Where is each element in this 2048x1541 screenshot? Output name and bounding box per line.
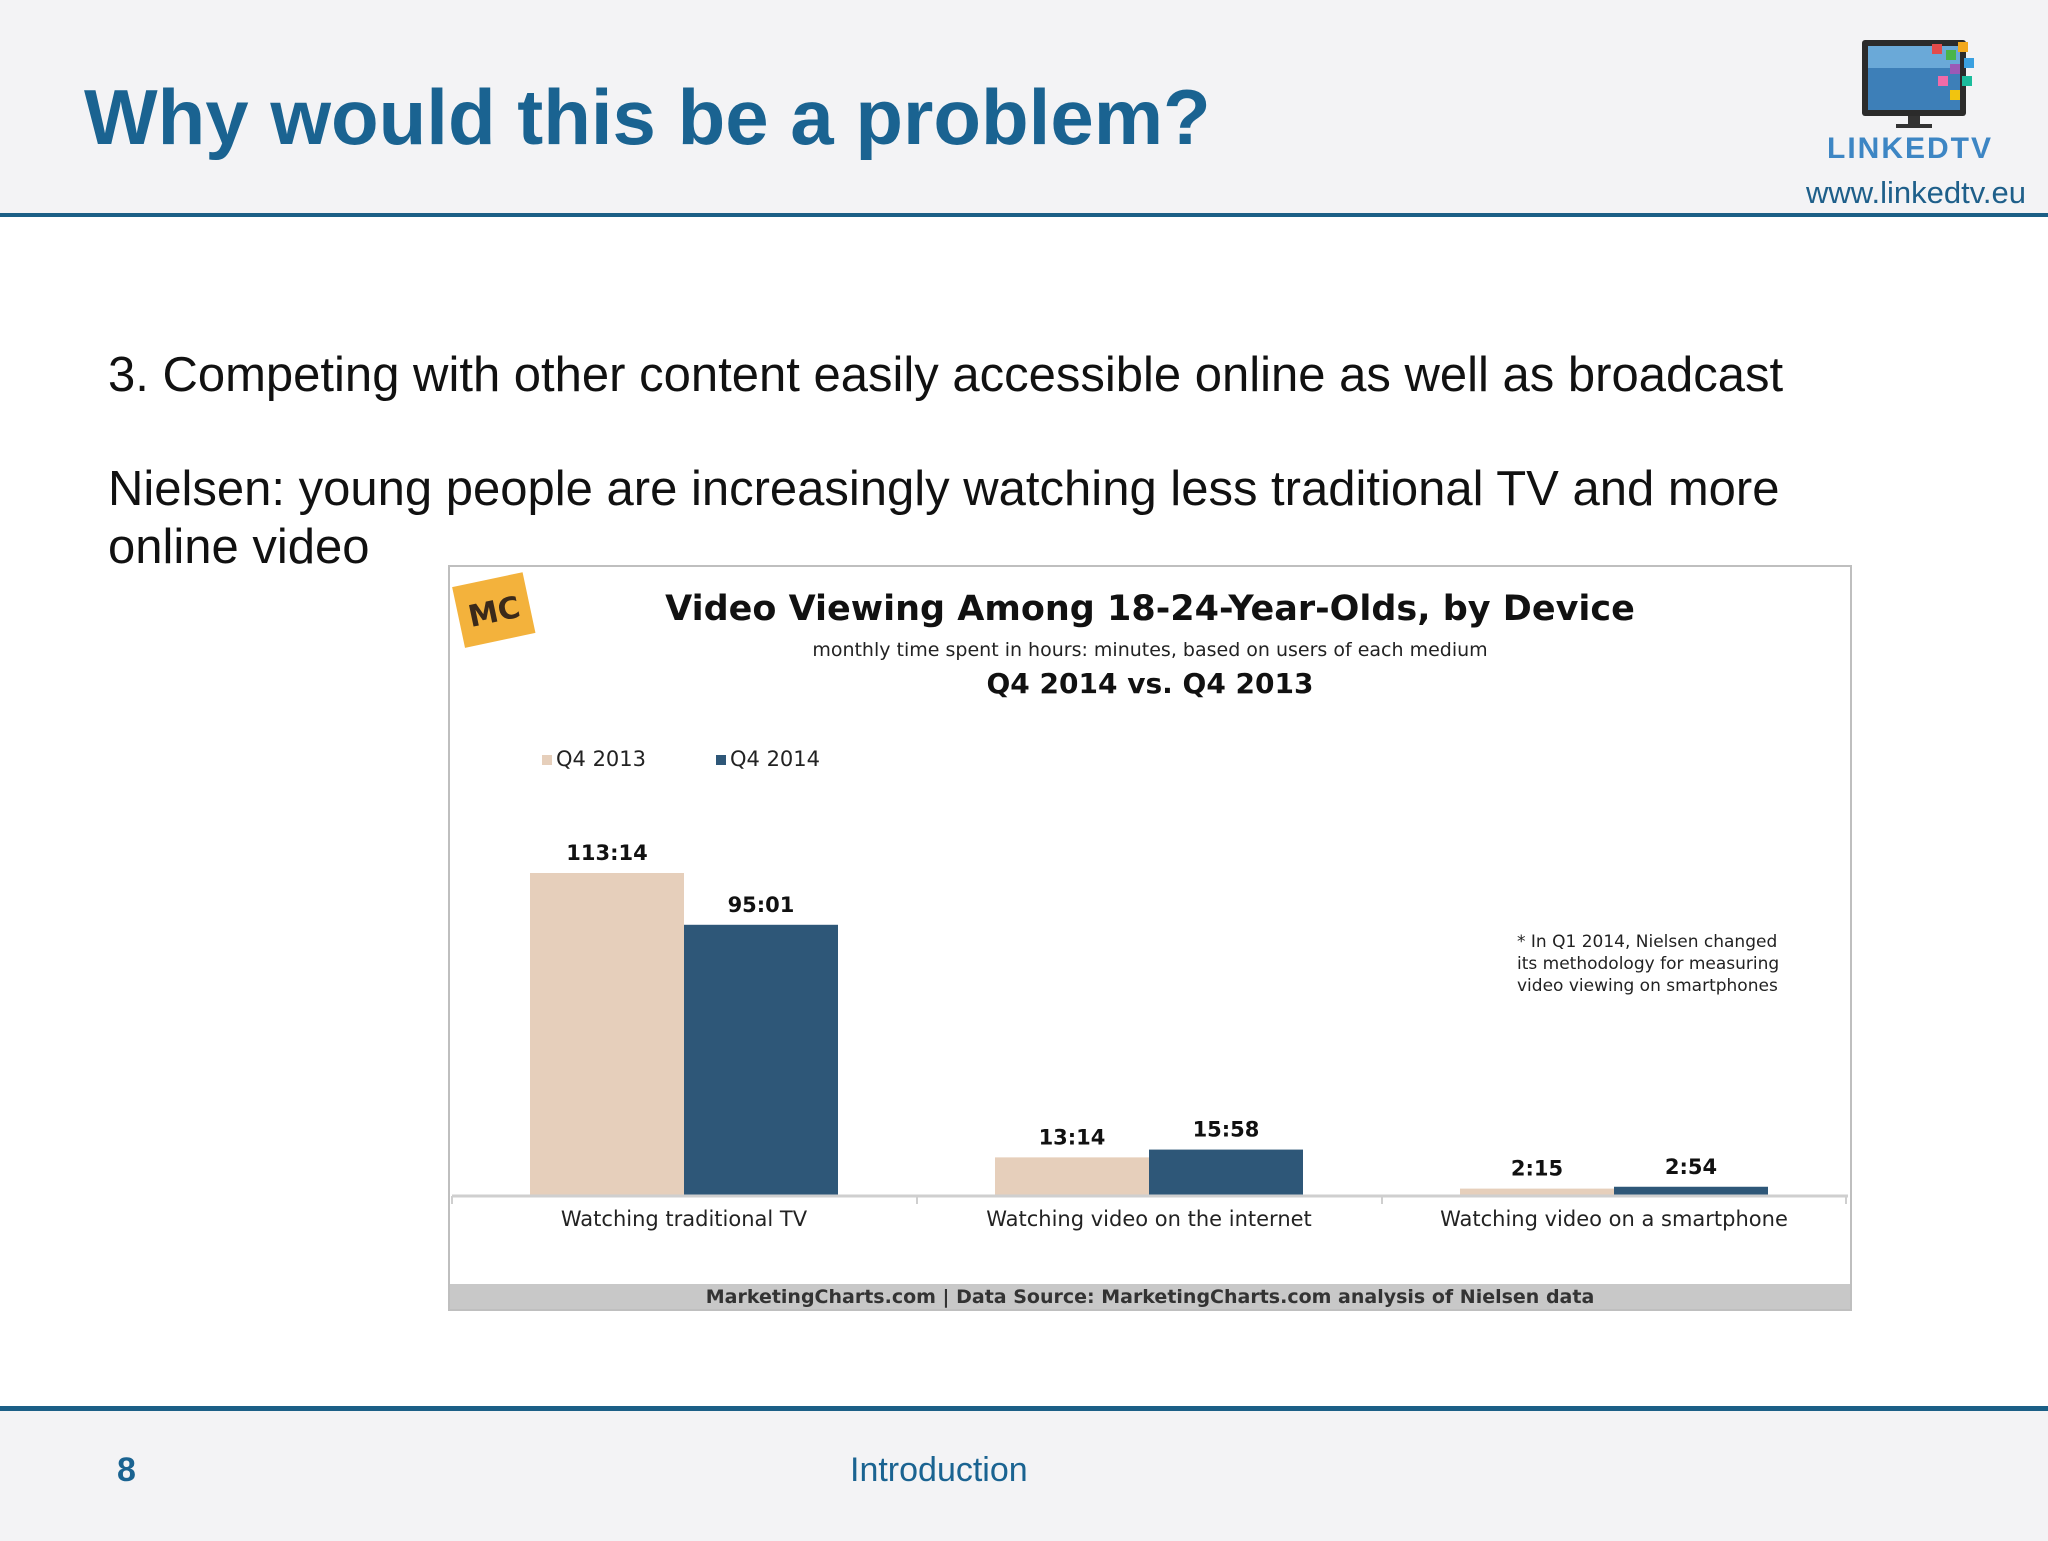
- chart-note-line-0: * In Q1 2014, Nielsen changed: [1517, 932, 1777, 952]
- data-label-0-0: 113:14: [566, 841, 647, 865]
- data-label-2-1: 2:54: [1665, 1155, 1717, 1179]
- page-number: 8: [117, 1451, 136, 1489]
- category-label-0: Watching traditional TV: [561, 1207, 808, 1231]
- logo-text: LINKEDTV: [1827, 132, 1993, 165]
- data-label-0-1: 95:01: [728, 893, 795, 917]
- chart-note-line-1: its methodology for measuring: [1517, 954, 1779, 974]
- category-label-1: Watching video on the internet: [986, 1207, 1312, 1231]
- bar-2-1: [1614, 1186, 1768, 1195]
- slide-title: Why would this be a problem?: [84, 73, 1211, 161]
- bar-1-1: [1149, 1149, 1303, 1195]
- bar-1-0: [995, 1157, 1149, 1195]
- chart-source: MarketingCharts.com | Data Source: Marke…: [706, 1286, 1595, 1308]
- mc-logo-box: [452, 572, 536, 648]
- legend-label-0: Q4 2013: [556, 747, 646, 771]
- chart-note-line-2: video viewing on smartphones: [1517, 976, 1778, 996]
- data-label-1-0: 13:14: [1039, 1125, 1106, 1149]
- bullet-competing: 3. Competing with other content easily a…: [108, 348, 1784, 402]
- data-label-2-0: 2:15: [1511, 1157, 1563, 1181]
- bar-0-1: [684, 924, 838, 1195]
- bar-chart: MC Video Viewing Among 18-24-Year-Olds, b…: [450, 572, 1850, 1309]
- bar-2-0: [1460, 1188, 1614, 1195]
- data-label-1-1: 15:58: [1193, 1118, 1260, 1142]
- mc-logo: MC: [452, 572, 536, 648]
- legend-swatch-1: [716, 755, 726, 765]
- bar-0-0: [530, 873, 684, 1195]
- category-label-2: Watching video on a smartphone: [1440, 1207, 1788, 1231]
- source-bar: [450, 1284, 1850, 1309]
- linkedtv-logo: LINKEDTV: [1827, 40, 1993, 165]
- chart-subtitle: monthly time spent in hours: minutes, ba…: [812, 639, 1487, 661]
- legend-swatch-0: [542, 755, 552, 765]
- chart-figure: MC Video Viewing Among 18-24-Year-Olds, b…: [448, 565, 1852, 1311]
- legend-label-1: Q4 2014: [730, 747, 820, 771]
- section-label: Introduction: [850, 1451, 1028, 1489]
- chart-title: Video Viewing Among 18-24-Year-Olds, by …: [665, 589, 1635, 629]
- tv-icon: [1862, 40, 1974, 128]
- chart-subtitle-period: Q4 2014 vs. Q4 2013: [987, 667, 1314, 700]
- bullet-nielsen: Nielsen: young people are increasingly w…: [108, 462, 1780, 574]
- slide-footer: 8 Introduction: [0, 1406, 2048, 1541]
- slide-header: Why would this be a problem? LINKEDTV ww…: [0, 0, 2048, 217]
- logo-url-link[interactable]: www.linkedtv.eu: [1806, 175, 2026, 210]
